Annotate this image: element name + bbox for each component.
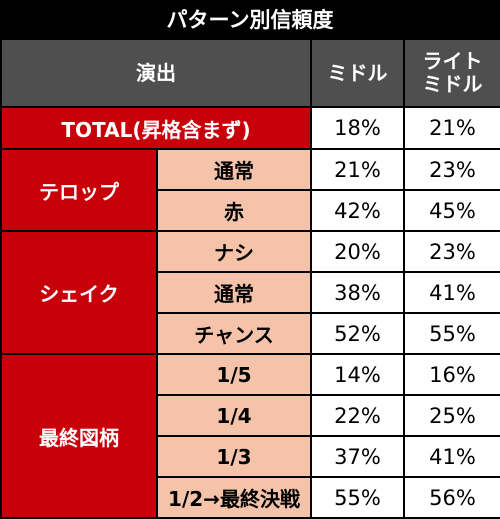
row-label: 赤	[156, 189, 312, 232]
table-row: テロップ 通常 21% 23%	[0, 148, 500, 232]
group-telop: テロップ	[0, 148, 158, 232]
row-label: 1/2→最終決戦	[156, 476, 312, 519]
value-midoru: 55%	[310, 476, 405, 519]
table-row: シェイク ナシ 20% 23%	[0, 230, 500, 355]
value-light-midoru: 23%	[403, 230, 500, 273]
row-label: 1/4	[156, 394, 312, 437]
header-light-midoru: ライト ミドル	[403, 38, 500, 108]
value-light-midoru: 41%	[403, 271, 500, 314]
total-row: TOTAL(昇格含まず) 18% 21%	[0, 106, 500, 150]
table-row: 最終図柄 1/5 14% 16%	[0, 353, 500, 519]
group-shake: シェイク	[0, 230, 158, 355]
value-light-midoru: 23%	[403, 148, 500, 191]
header-row: 演出 ミドル ライト ミドル	[0, 38, 500, 108]
total-light-midoru: 21%	[403, 106, 500, 150]
row-label: 通常	[156, 148, 312, 191]
header-light-midoru-label: ライト ミドル	[422, 49, 483, 96]
value-midoru: 14%	[310, 353, 405, 396]
value-midoru: 37%	[310, 435, 405, 478]
value-light-midoru: 16%	[403, 353, 500, 396]
value-light-midoru: 56%	[403, 476, 500, 519]
value-light-midoru: 55%	[403, 312, 500, 355]
value-light-midoru: 41%	[403, 435, 500, 478]
row-label: 1/3	[156, 435, 312, 478]
value-midoru: 22%	[310, 394, 405, 437]
group-final-symbol: 最終図柄	[0, 353, 158, 519]
value-midoru: 42%	[310, 189, 405, 232]
total-label: TOTAL(昇格含まず)	[0, 106, 312, 150]
row-label: ナシ	[156, 230, 312, 273]
reliability-table: 演出 ミドル ライト ミドル TOTAL(昇格含まず) 18% 21% テロップ…	[0, 38, 500, 519]
row-label: 1/5	[156, 353, 312, 396]
row-label: チャンス	[156, 312, 312, 355]
row-label: 通常	[156, 271, 312, 314]
value-midoru: 38%	[310, 271, 405, 314]
table-row: チャンス 52% 55%	[1, 312, 500, 355]
table-row: 1/4 22% 25%	[1, 394, 500, 437]
total-midoru: 18%	[310, 106, 405, 150]
table-row: 通常 38% 41%	[1, 271, 500, 314]
value-light-midoru: 45%	[403, 189, 500, 232]
value-midoru: 52%	[310, 312, 405, 355]
value-midoru: 21%	[310, 148, 405, 191]
header-midoru: ミドル	[310, 38, 405, 108]
table-row: 1/3 37% 41%	[1, 435, 500, 478]
value-midoru: 20%	[310, 230, 405, 273]
header-effect: 演出	[0, 38, 312, 108]
value-light-midoru: 25%	[403, 394, 500, 437]
page-title: パターン別信頼度	[0, 0, 500, 38]
